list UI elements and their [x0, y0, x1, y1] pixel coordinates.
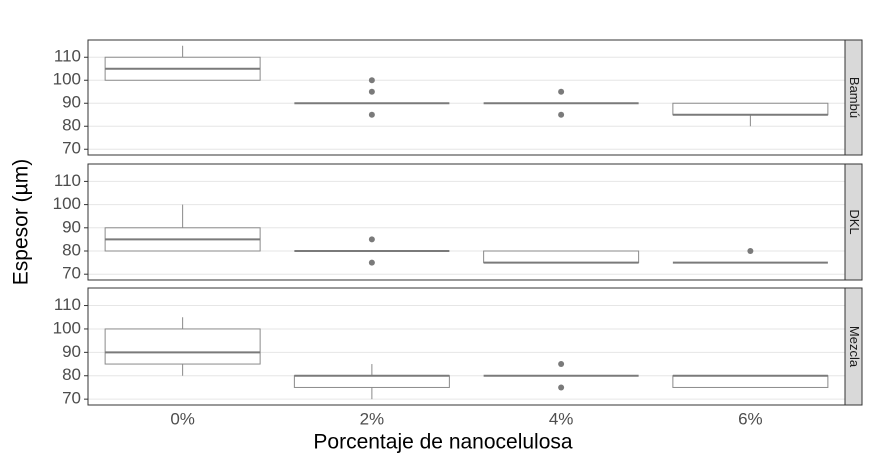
outlier: [368, 236, 375, 243]
x-tick-label: 0%: [170, 409, 195, 428]
outlier: [558, 111, 565, 118]
box: [104, 328, 261, 365]
y-tick-label: 110: [54, 295, 81, 314]
y-tick-label: 80: [62, 240, 81, 259]
y-tick-label: 70: [62, 389, 81, 408]
outlier: [558, 384, 565, 391]
x-tick-label: 2%: [360, 409, 385, 428]
panel-background: [88, 164, 845, 280]
box: [672, 102, 829, 116]
facet-strip: [844, 163, 863, 281]
y-tick-label: 110: [54, 171, 81, 190]
outlier: [368, 111, 375, 118]
x-axis-label: Porcentaje de nanocelulosa: [313, 431, 573, 454]
y-tick-label: 80: [62, 116, 81, 135]
box: [293, 375, 450, 388]
facet-strip: [844, 39, 863, 156]
facet-label: Mezcla: [847, 326, 862, 368]
y-tick-label: 80: [62, 365, 81, 384]
y-tick-label: 70: [62, 139, 81, 158]
y-tick-label: 90: [62, 342, 81, 361]
outlier: [747, 248, 754, 254]
y-tick-label: 90: [62, 217, 81, 236]
outlier: [558, 361, 565, 368]
facet-strip: [844, 287, 863, 406]
x-tick-label: 6%: [738, 409, 763, 428]
x-tick-label: 4%: [549, 409, 574, 428]
outlier: [368, 77, 375, 84]
outlier: [368, 88, 375, 95]
box: [672, 375, 829, 388]
box: [483, 250, 640, 264]
y-tick-label: 70: [62, 264, 81, 283]
outlier: [558, 88, 565, 95]
y-axis-label: Espesor (µm): [10, 159, 33, 285]
facet-label: Bambú: [847, 77, 862, 118]
y-tick-label: 110: [54, 47, 81, 66]
y-tick-label: 90: [62, 93, 81, 112]
facet-label: DKL: [847, 209, 862, 234]
y-tick-label: 100: [53, 318, 81, 337]
y-tick-label: 100: [53, 194, 81, 213]
y-tick-label: 100: [53, 70, 81, 89]
outlier: [368, 259, 375, 266]
